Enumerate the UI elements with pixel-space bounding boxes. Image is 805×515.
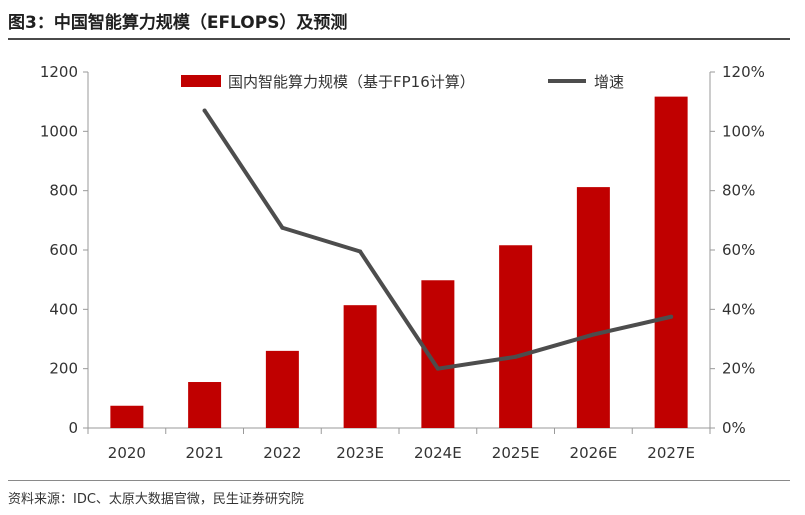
- axes: 0 200 400 600 800 1000 1200 0% 20% 40% 60% 80% 100% 1…: [40, 63, 765, 462]
- y-right-tick-label: 100%: [722, 122, 765, 140]
- y-left-tick-label: 600: [49, 241, 78, 259]
- growth-point: [591, 332, 596, 337]
- source-rule: [8, 480, 790, 481]
- y-right-tick-label: 20%: [722, 360, 755, 378]
- chart-area: 0 200 400 600 800 1000 1200 0% 20% 40% 60% 80% 100% 1…: [40, 63, 765, 462]
- bar: [265, 350, 299, 428]
- bar: [576, 187, 610, 428]
- y-right-tick-label: 120%: [722, 63, 765, 81]
- growth-point: [513, 354, 518, 359]
- chart-title: 图3：中国智能算力规模（EFLOPS）及预测: [8, 13, 348, 33]
- legend-label-bar: 国内智能算力规模（基于FP16计算）: [228, 73, 475, 91]
- legend-swatch-bar: [181, 75, 221, 87]
- growth-point: [669, 314, 674, 319]
- x-tick-label: 2027E: [647, 444, 695, 462]
- y-left-tick-label: 1000: [40, 122, 78, 140]
- bar: [110, 405, 144, 428]
- source-note: 资料来源：IDC、太原大数据官微，民生证券研究院: [8, 492, 304, 507]
- growth-point: [358, 249, 363, 254]
- x-tick-label: 2021: [186, 444, 224, 462]
- x-tick-label: 2024E: [414, 444, 462, 462]
- bar-series: [110, 96, 688, 428]
- y-right-tick-label: 80%: [722, 182, 755, 200]
- bar: [343, 305, 377, 428]
- y-left-tick-label: 200: [49, 360, 78, 378]
- y-right-tick-label: 60%: [722, 241, 755, 259]
- legend: 国内智能算力规模（基于FP16计算） 增速: [181, 73, 624, 91]
- growth-point: [202, 108, 207, 113]
- y-right-tick-label: 40%: [722, 300, 755, 318]
- line-series: [202, 108, 674, 371]
- y-left-tick-label: 0: [68, 419, 78, 437]
- y-left-tick-label: 800: [49, 182, 78, 200]
- growth-point: [280, 225, 285, 230]
- x-tick-label: 2025E: [492, 444, 540, 462]
- title-rule: [8, 38, 790, 40]
- bar: [654, 96, 688, 428]
- bar: [499, 245, 533, 428]
- x-tick-label: 2020: [108, 444, 146, 462]
- bar: [188, 382, 222, 428]
- x-tick-label: 2023E: [336, 444, 384, 462]
- x-tick-label: 2022: [263, 444, 301, 462]
- growth-point: [435, 366, 440, 371]
- legend-label-line: 增速: [594, 73, 624, 91]
- y-left-tick-label: 1200: [40, 63, 78, 81]
- y-left-tick-label: 400: [49, 300, 78, 318]
- y-right-tick-label: 0%: [722, 419, 746, 437]
- x-tick-label: 2026E: [570, 444, 618, 462]
